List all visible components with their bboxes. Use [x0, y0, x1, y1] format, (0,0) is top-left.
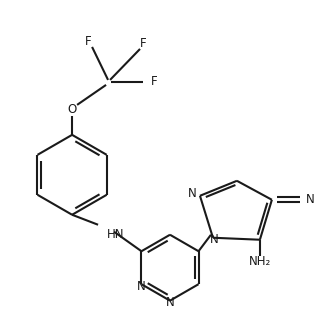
- Text: N: N: [305, 193, 314, 206]
- Text: N: N: [137, 280, 146, 293]
- Text: N: N: [210, 233, 218, 246]
- Text: F: F: [140, 37, 146, 50]
- Text: N: N: [188, 187, 197, 200]
- Text: O: O: [67, 103, 77, 116]
- Text: NH₂: NH₂: [249, 255, 271, 268]
- Text: N: N: [166, 296, 174, 309]
- Text: HN: HN: [107, 228, 125, 241]
- Text: F: F: [151, 75, 158, 88]
- Text: F: F: [85, 35, 91, 49]
